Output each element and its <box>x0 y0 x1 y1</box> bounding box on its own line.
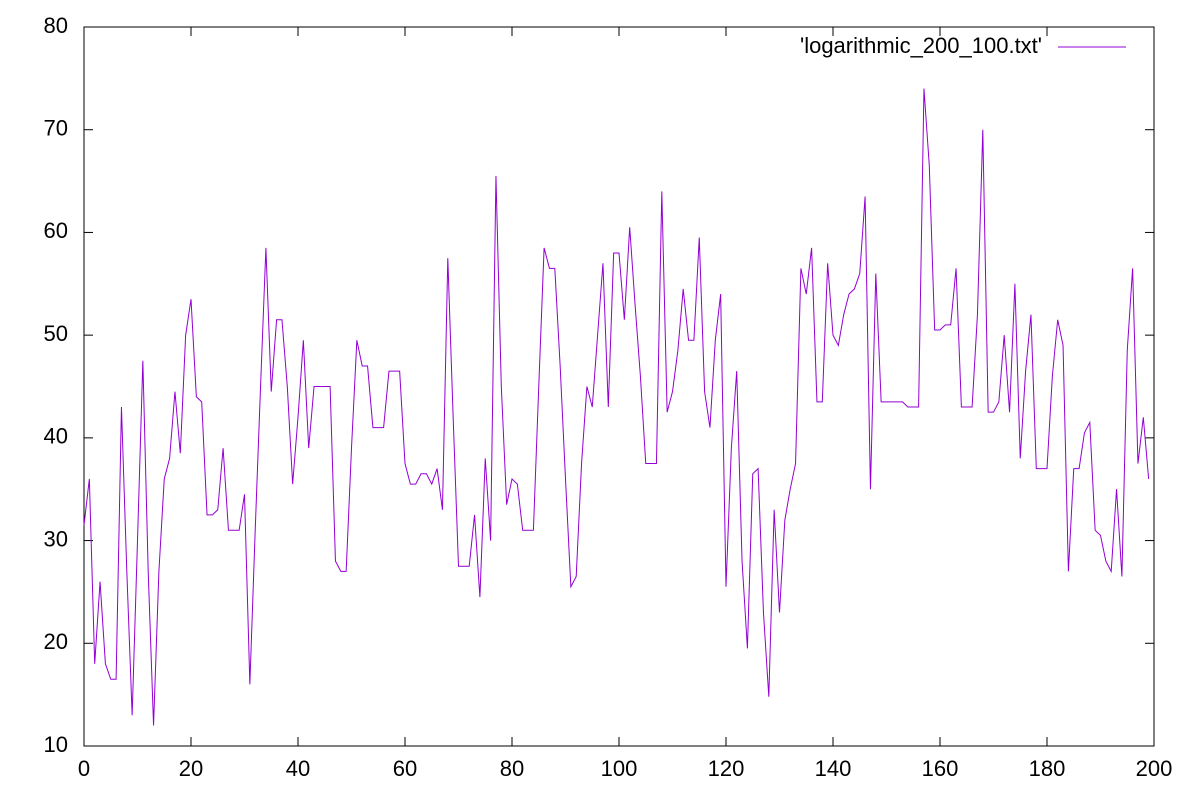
legend-label: 'logarithmic_200_100.txt' <box>800 33 1042 58</box>
x-tick-label: 100 <box>601 756 638 781</box>
y-tick-label: 60 <box>44 218 68 243</box>
y-tick-label: 20 <box>44 629 68 654</box>
x-tick-label: 160 <box>922 756 959 781</box>
y-tick-label: 70 <box>44 116 68 141</box>
x-tick-label: 140 <box>815 756 852 781</box>
x-tick-label: 20 <box>179 756 203 781</box>
x-tick-label: 120 <box>708 756 745 781</box>
x-tick-label: 0 <box>78 756 90 781</box>
x-tick-label: 60 <box>393 756 417 781</box>
y-tick-label: 30 <box>44 526 68 551</box>
x-tick-label: 180 <box>1029 756 1066 781</box>
plot-border <box>83 26 1155 747</box>
x-tick-label: 40 <box>286 756 310 781</box>
y-tick-label: 10 <box>44 732 68 757</box>
y-tick-label: 50 <box>44 321 68 346</box>
y-tick-label: 80 <box>44 13 68 38</box>
y-tick-label: 40 <box>44 424 68 449</box>
x-tick-label: 200 <box>1136 756 1173 781</box>
data-line <box>83 88 1150 726</box>
x-tick-label: 80 <box>500 756 524 781</box>
